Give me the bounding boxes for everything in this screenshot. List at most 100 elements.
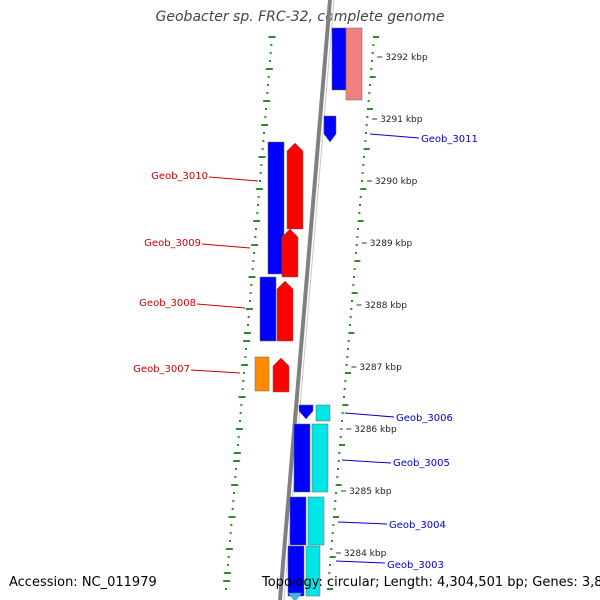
gc-dot-right [353, 276, 355, 278]
cds-feature-blue [298, 404, 314, 420]
gc-dot-left [261, 148, 264, 150]
feature-track [254, 27, 363, 600]
gc-dot-right [330, 548, 333, 550]
gc-dot-right [363, 156, 365, 158]
cds-feature-red [286, 142, 304, 230]
gc-dot-left [270, 44, 273, 46]
gc-dot-right [372, 44, 375, 46]
gc-dot-right [344, 380, 347, 382]
gc-dot-left [247, 316, 250, 318]
cds-feature-red [276, 280, 294, 342]
gene-label: Geob_3003 [387, 560, 444, 571]
gc-dot-left [243, 372, 245, 374]
gc-dot-left [230, 524, 233, 526]
gc-dot-left [256, 212, 259, 214]
gc-dot-left [265, 68, 273, 70]
gc-dot-left [223, 572, 231, 574]
gc-dot-left [239, 420, 241, 422]
gc-dot-left [228, 516, 236, 518]
gene-label-leader [190, 369, 241, 374]
ruler-tick-label: 3285 kbp [349, 487, 392, 497]
gc-dot-left [269, 52, 272, 54]
gc-dot-left [253, 220, 261, 222]
ruler-tick-label: 3284 kbp [344, 549, 387, 559]
ruler-tick-label: 3292 kbp [385, 53, 428, 63]
ruler-tick-label: 3289 kbp [370, 239, 413, 249]
gc-dot-left [249, 292, 252, 294]
gc-dot-left [255, 228, 257, 230]
gene-label: Geob_3005 [393, 458, 450, 469]
gc-dot-left [263, 100, 271, 102]
gc-dot-right [357, 220, 364, 222]
gc-dot-right [361, 180, 363, 182]
gc-dot-right [331, 532, 334, 534]
gc-dot-left [255, 188, 263, 190]
gc-dot-right [339, 444, 345, 446]
gc-dot-right [358, 212, 361, 214]
gc-dot-left [229, 540, 231, 542]
gc-dot-right [335, 484, 342, 486]
gc-dot-left [233, 492, 235, 494]
gc-dot-right [337, 460, 340, 462]
gc-dot-right [354, 260, 361, 262]
gc-dot-right [351, 300, 353, 302]
gene-label-leader [344, 412, 395, 418]
gc-dot-left [264, 116, 267, 118]
cds-feature-cyan [305, 545, 321, 597]
cds-feature-pink [345, 27, 363, 101]
gc-dot-right [340, 428, 343, 430]
ruler-tick-label: 3291 kbp [380, 115, 423, 125]
genome-summary-text: Topology: circular; Length: 4,304,501 bp… [262, 575, 600, 590]
gc-dot-right [337, 468, 339, 470]
gc-dot-left [245, 308, 253, 310]
gc-dot-right [331, 540, 333, 542]
gc-dot-left [258, 156, 266, 158]
gc-dot-left [257, 196, 260, 198]
gc-dot-left [263, 132, 265, 134]
gc-dot-right [369, 76, 376, 78]
cds-feature-blue [267, 141, 285, 275]
gc-dot-left [233, 452, 241, 454]
gene-label-leader [208, 176, 259, 182]
gc-dot-left [266, 92, 269, 94]
gc-dot-right [334, 500, 337, 502]
gc-dot-right [349, 316, 352, 318]
gc-dot-left [225, 548, 233, 550]
ruler-tick-label: 3288 kbp [365, 301, 408, 311]
gc-dot-right [357, 228, 359, 230]
gc-dot-right [333, 508, 336, 510]
gc-dot-left [261, 124, 269, 126]
gene-label: Geob_3008 [139, 298, 196, 309]
gene-labels: Geob_3011 Geob_3010 Geob_3009 Geob_3008 Geob… [133, 133, 478, 571]
gc-dot-right [370, 68, 373, 70]
gc-dot-left [250, 284, 253, 286]
gc-dot-right [367, 100, 370, 102]
gc-dot-right [360, 188, 367, 190]
gc-dot-left [253, 252, 255, 254]
gc-dot-right [345, 364, 348, 366]
gc-dot-left [238, 396, 246, 398]
gc-dot-right [363, 148, 370, 150]
gc-dot-right [347, 340, 350, 342]
accession-text: Accession: NC_011979 [9, 575, 157, 590]
gene-label-leader [341, 459, 392, 464]
gc-dot-right [333, 516, 339, 518]
gc-dot-right [329, 556, 336, 558]
gc-dot-left [237, 444, 239, 446]
cds-feature-orange [254, 356, 270, 392]
gene-label-leader [335, 560, 386, 564]
gene-label-leader [337, 521, 388, 525]
cds-feature-blue [289, 496, 307, 546]
gc-dot-right [361, 172, 364, 174]
gc-dot-right [327, 588, 333, 590]
gc-dot-right [339, 436, 342, 438]
gc-dot-right [335, 492, 337, 494]
gc-dot-right [332, 524, 335, 526]
gc-dot-left [237, 436, 240, 438]
gc-dot-left [229, 532, 232, 534]
gc-dot-left [259, 172, 262, 174]
cds-feature-blue [323, 115, 337, 143]
gc-dot-right [341, 420, 343, 422]
